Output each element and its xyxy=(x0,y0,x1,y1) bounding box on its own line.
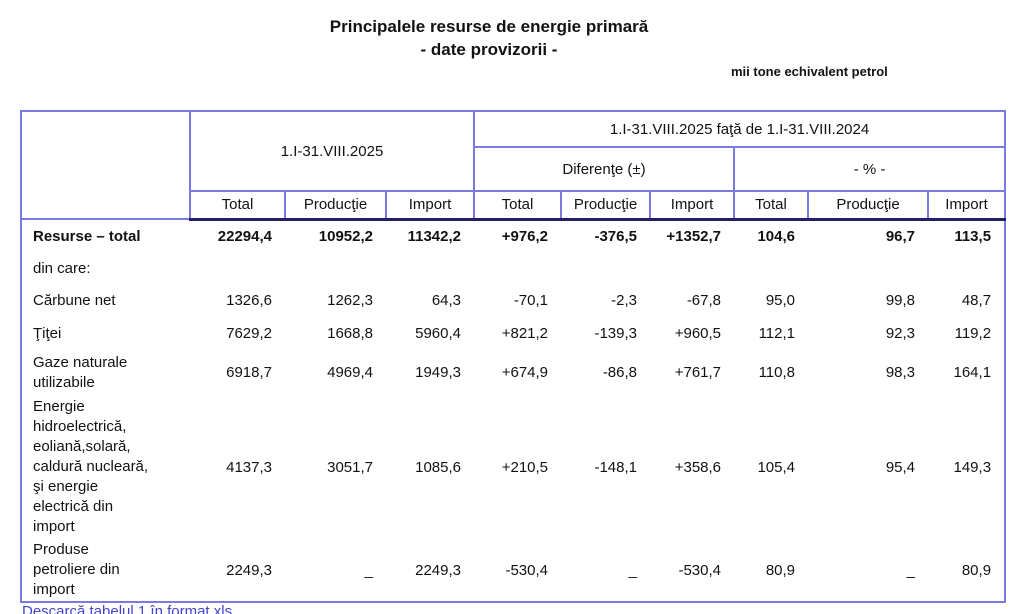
cell-value: +1352,7 xyxy=(666,228,722,246)
cell-value: 119,2 xyxy=(954,325,992,342)
cell-value: -70,1 xyxy=(513,292,549,309)
cell-value xyxy=(561,253,650,284)
header-col-import: Import xyxy=(384,190,476,221)
cell-value: 80,9 xyxy=(961,561,992,579)
cell-value xyxy=(650,253,734,284)
cell-value: 95,4 xyxy=(885,458,916,476)
cell-value: 110,8 xyxy=(758,364,796,381)
cell-value: 112,1 xyxy=(758,325,796,342)
cell-value xyxy=(808,253,928,284)
header-col-total: Total xyxy=(733,190,810,221)
download-xls-link[interactable]: Descarcă tabelul 1 în format xls xyxy=(22,603,233,614)
header-rowlabel-empty xyxy=(20,110,191,220)
cell-value: 22294,4 xyxy=(217,228,272,246)
header-col-import: Import xyxy=(927,190,1007,221)
page-title-line2: - date provizorii - xyxy=(420,40,558,59)
cell-value: 99,8 xyxy=(885,292,916,309)
cell-value: 11342,2 xyxy=(407,228,462,246)
cell-value: 2249,3 xyxy=(226,561,272,579)
cell-value: 6918,7 xyxy=(226,364,272,381)
page-title-line1: Principalele resurse de energie primară xyxy=(329,17,649,36)
header-period-comparison: 1.I-31.VIII.2025 faţă de 1.I-31.VIII.202… xyxy=(473,110,1007,148)
cell-value xyxy=(474,253,561,284)
cell-value: +821,2 xyxy=(501,325,549,342)
header-col-productie: Producţie xyxy=(560,190,652,221)
cell-value: -376,5 xyxy=(594,228,638,246)
cell-value: 1262,3 xyxy=(327,292,373,309)
row-label: din care: xyxy=(33,259,91,277)
cell-value: -86,8 xyxy=(602,364,638,381)
row-label: Produse petroliere din import xyxy=(33,541,120,598)
cell-value: 64,3 xyxy=(431,292,462,309)
header-col-total: Total xyxy=(189,190,286,221)
cell-value: 98,3 xyxy=(885,364,916,381)
cell-value: 1949,3 xyxy=(415,364,462,381)
table-row: Resurse – total 22294,4 10952,2 11342,2 +976… xyxy=(21,219,1005,253)
cell-value: 7629,2 xyxy=(226,325,272,342)
table-row: din care: xyxy=(21,253,1005,284)
row-label: Gaze naturale utilizabile xyxy=(33,353,128,391)
cell-value xyxy=(190,253,285,284)
cell-value: -67,8 xyxy=(686,292,722,309)
cell-value: 4969,4 xyxy=(327,364,373,381)
table-row: Ţiţei 7629,2 1668,8 5960,4 +821,2 -139,3 +960,… xyxy=(21,317,1005,350)
cell-value: 5960,4 xyxy=(415,325,462,342)
cell-value: 164,1 xyxy=(953,364,992,381)
cell-value: -530,4 xyxy=(505,561,549,579)
cell-value: +761,7 xyxy=(674,364,722,381)
header-pct-group: - % - xyxy=(733,146,1007,192)
header-col-total: Total xyxy=(473,190,563,221)
header-col-productie: Producţie xyxy=(807,190,930,221)
header-col-productie: Producţie xyxy=(284,190,387,221)
header-col-import: Import xyxy=(649,190,736,221)
cell-value: 10952,2 xyxy=(318,228,373,246)
cell-value: -2,3 xyxy=(611,292,638,309)
cell-value: +976,2 xyxy=(501,228,549,246)
row-label: Resurse – total xyxy=(33,227,141,245)
cell-value: 149,3 xyxy=(953,458,992,476)
unit-note: mii tone echivalent petrol xyxy=(731,64,888,79)
cell-value: 113,5 xyxy=(954,228,992,246)
cell-value: 105,4 xyxy=(757,458,796,476)
page-title: Principalele resurse de energie primară … xyxy=(0,15,978,61)
header-period-current: 1.I-31.VIII.2025 xyxy=(188,110,476,192)
row-label: Energie hidroelectrică, eoliană,solară, … xyxy=(33,398,149,535)
cell-value: 92,3 xyxy=(885,325,916,342)
cell-value: 48,7 xyxy=(961,292,992,309)
row-label: Ţiţei xyxy=(33,324,62,342)
cell-value: +210,5 xyxy=(501,458,549,476)
cell-value: +960,5 xyxy=(674,325,722,342)
cell-value: _ xyxy=(628,561,638,579)
cell-value: _ xyxy=(906,561,916,579)
cell-value: 96,7 xyxy=(885,228,916,246)
cell-value: -139,3 xyxy=(594,325,638,342)
table-row: Gaze naturale utilizabile 6918,7 4969,4 194… xyxy=(21,350,1005,395)
cell-value: -530,4 xyxy=(678,561,722,579)
cell-value: 4137,3 xyxy=(226,458,272,476)
header-diff-group: Diferenţe (±) xyxy=(473,146,736,192)
cell-value: 2249,3 xyxy=(415,561,462,579)
cell-value: 1668,8 xyxy=(327,325,373,342)
cell-value: 104,6 xyxy=(757,228,796,246)
cell-value: 1326,6 xyxy=(226,292,272,309)
cell-value: 80,9 xyxy=(765,561,796,579)
cell-value xyxy=(285,253,386,284)
cell-value xyxy=(734,253,808,284)
cell-value: +358,6 xyxy=(674,458,722,476)
cell-value: _ xyxy=(364,561,373,579)
cell-value xyxy=(386,253,474,284)
cell-value xyxy=(928,253,1005,284)
cell-value: -148,1 xyxy=(594,458,638,476)
table-row: Energie hidroelectrică, eoliană,solară, … xyxy=(21,395,1005,539)
cell-value: +674,9 xyxy=(501,364,549,381)
table-row: Cărbune net 1326,6 1262,3 64,3 -70,1 -2,3 -67,… xyxy=(21,284,1005,317)
cell-value: 3051,7 xyxy=(327,458,373,476)
cell-value: 1085,6 xyxy=(415,458,462,476)
table-row: Produse petroliere din import 2249,3 _ 2249… xyxy=(21,539,1005,602)
row-label: Cărbune net xyxy=(33,291,116,309)
energy-resources-table: 1.I-31.VIII.2025 1.I-31.VIII.2025 faţă d… xyxy=(20,110,1007,603)
cell-value: 95,0 xyxy=(765,292,796,309)
